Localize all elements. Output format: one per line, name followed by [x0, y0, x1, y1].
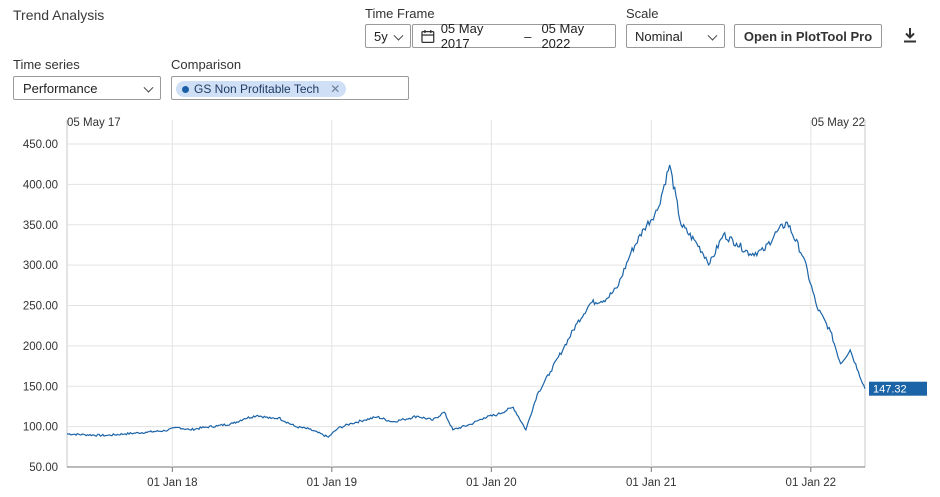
open-plottool-button[interactable]: Open in PlotTool Pro — [734, 24, 882, 48]
badge-pointer — [869, 384, 873, 393]
range-start-label: 05 May 17 — [67, 117, 121, 129]
y-tick-label: 200.00 — [23, 341, 58, 353]
x-tick-label: 01 Jan 20 — [466, 477, 517, 489]
series-line — [66, 164, 866, 438]
x-tick-label: 01 Jan 21 — [626, 477, 677, 489]
time-series-select[interactable]: Performance — [13, 76, 161, 100]
y-tick-label: 100.00 — [23, 422, 58, 434]
comparison-chip-label: GS Non Profitable Tech — [194, 82, 320, 96]
date-separator: – — [524, 28, 532, 44]
y-tick-label: 300.00 — [23, 260, 58, 272]
series-dot-icon — [182, 85, 189, 93]
range-end-label: 05 May 22 — [811, 117, 865, 129]
scale-select[interactable]: Nominal — [626, 24, 725, 48]
comparison-chip[interactable]: GS Non Profitable Tech ✕ — [176, 81, 347, 97]
last-value-label: 147.32 — [873, 384, 907, 396]
close-icon[interactable]: ✕ — [330, 82, 341, 96]
date-start: 05 May 2017 — [440, 21, 484, 51]
chevron-down-icon — [393, 30, 404, 41]
time-frame-label: Time Frame — [365, 6, 435, 21]
x-tick-label: 01 Jan 18 — [147, 477, 198, 489]
comparison-input[interactable]: GS Non Profitable Tech ✕ — [171, 76, 409, 100]
x-tick-label: 01 Jan 19 — [307, 477, 358, 489]
period-select[interactable]: 5y — [365, 24, 411, 48]
time-series-label: Time series — [13, 57, 80, 72]
trend-chart: 450.00 400.00 350.00 300.00 250.00 200.00 150.… — [23, 117, 927, 489]
chevron-down-icon — [707, 30, 718, 41]
chart-grid — [66, 120, 866, 468]
time-series-value: Performance — [23, 80, 98, 96]
date-end: 05 May 2022 — [541, 21, 585, 51]
period-value: 5y — [374, 28, 388, 44]
y-tick-label: 150.00 — [23, 381, 58, 393]
calendar-icon — [421, 29, 435, 43]
y-axis: 450.00 400.00 350.00 300.00 250.00 200.00 150.… — [23, 139, 58, 474]
x-axis: 01 Jan 18 01 Jan 19 01 Jan 20 01 Jan 21 01 J… — [147, 467, 836, 489]
download-icon[interactable] — [902, 27, 918, 44]
scale-label: Scale — [626, 6, 659, 21]
page-title: Trend Analysis — [13, 7, 105, 23]
date-range-picker[interactable]: 05 May 2017 – 05 May 2022 — [412, 21, 616, 51]
y-tick-label: 400.00 — [23, 179, 58, 191]
y-tick-label: 450.00 — [23, 139, 58, 151]
last-value-badge: 147.32 — [869, 381, 927, 396]
x-tick-label: 01 Jan 22 — [786, 477, 837, 489]
y-tick-label: 350.00 — [23, 220, 58, 232]
y-tick-label: 50.00 — [29, 462, 58, 474]
scale-value: Nominal — [635, 28, 683, 44]
chevron-down-icon — [143, 82, 154, 93]
comparison-label: Comparison — [171, 57, 242, 72]
y-tick-label: 250.00 — [23, 301, 58, 313]
